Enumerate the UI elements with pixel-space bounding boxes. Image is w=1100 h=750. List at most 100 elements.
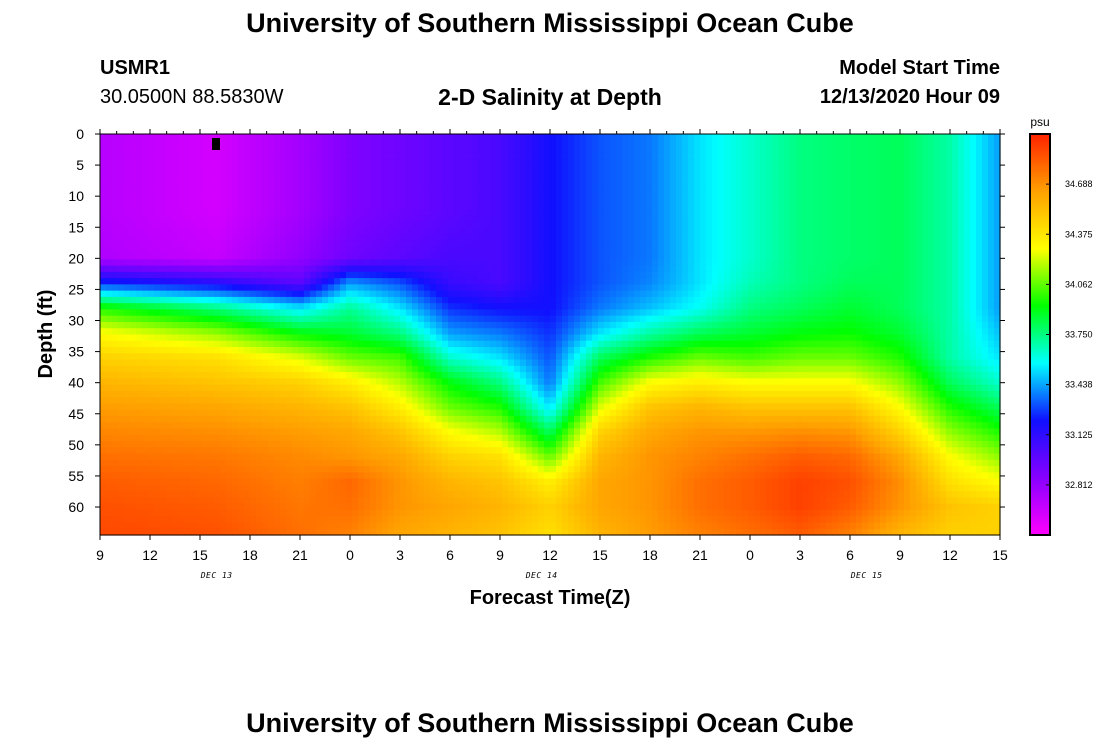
heatmap-cell (328, 453, 335, 461)
heatmap-cell (304, 472, 311, 480)
heatmap-cell (262, 265, 269, 273)
heatmap-cell (202, 284, 209, 292)
heatmap-cell (460, 522, 467, 530)
heatmap-cell (352, 347, 359, 354)
heatmap-cell (538, 221, 545, 229)
heatmap-cell (316, 347, 323, 354)
heatmap-cell (178, 415, 185, 423)
heatmap-cell (280, 415, 287, 423)
heatmap-cell (556, 478, 563, 486)
heatmap-cell (238, 315, 245, 323)
heatmap-cell (520, 378, 527, 386)
heatmap-cell (160, 384, 167, 392)
heatmap-cell (430, 303, 437, 311)
heatmap-cell (172, 378, 179, 386)
heatmap-cell (352, 234, 359, 242)
heatmap-cell (430, 253, 437, 260)
heatmap-cell (532, 340, 539, 348)
heatmap-cell (358, 190, 365, 198)
heatmap-cell (424, 359, 431, 367)
heatmap-cell (406, 184, 413, 191)
heatmap-cell (478, 353, 485, 361)
heatmap-cell (286, 321, 293, 329)
heatmap-cell (178, 328, 185, 336)
heatmap-cell (244, 397, 251, 405)
heatmap-cell (208, 409, 215, 417)
heatmap-cell (358, 165, 365, 173)
heatmap-cell (190, 184, 197, 191)
heatmap-cell (196, 184, 203, 191)
heatmap-cell (238, 159, 245, 166)
heatmap-cell (280, 384, 287, 392)
heatmap-cell (190, 177, 197, 185)
heatmap-cell (490, 347, 497, 354)
heatmap-cell (556, 491, 563, 499)
heatmap-cell (166, 290, 173, 298)
heatmap-cell (256, 503, 263, 511)
heatmap-cell (100, 209, 107, 217)
heatmap-cell (190, 296, 197, 304)
heatmap-cell (520, 309, 527, 317)
heatmap-cell (262, 378, 269, 386)
heatmap-cell (478, 478, 485, 486)
heatmap-cell (328, 403, 335, 411)
heatmap-cell (292, 516, 299, 524)
heatmap-cell (448, 309, 455, 317)
heatmap-cell (316, 140, 323, 148)
heatmap-cell (436, 378, 443, 386)
heatmap-cell (112, 528, 119, 536)
heatmap-cell (412, 422, 419, 430)
heatmap-cell (556, 466, 563, 473)
heatmap-cell (232, 165, 239, 173)
heatmap-cell (148, 165, 155, 173)
heatmap-cell (322, 347, 329, 354)
heatmap-cell (430, 171, 437, 179)
heatmap-cell (166, 397, 173, 405)
heatmap-cell (526, 196, 533, 204)
heatmap-cell (388, 259, 395, 267)
heatmap-cell (412, 328, 419, 336)
heatmap-cell (154, 334, 161, 342)
heatmap-cell (394, 278, 401, 285)
heatmap-cell (370, 441, 377, 448)
heatmap-cell (184, 484, 191, 492)
heatmap-cell (154, 240, 161, 248)
heatmap-cell (124, 290, 131, 298)
heatmap-cell (124, 152, 131, 160)
heatmap-cell (244, 177, 251, 185)
heatmap-cell (274, 315, 281, 323)
heatmap-cell (226, 171, 233, 179)
heatmap-cell (394, 196, 401, 204)
heatmap-cell (196, 177, 203, 185)
heatmap-cell (172, 315, 179, 323)
heatmap-cell (184, 447, 191, 455)
heatmap-cell (466, 415, 473, 423)
heatmap-cell (466, 234, 473, 242)
heatmap-cell (442, 497, 449, 505)
heatmap-cell (274, 509, 281, 517)
heatmap-cell (514, 384, 521, 392)
heatmap-cell (526, 428, 533, 436)
heatmap-cell (262, 384, 269, 392)
heatmap-cell (100, 240, 107, 248)
heatmap-cell (508, 290, 515, 298)
heatmap-cell (106, 378, 113, 386)
heatmap-cell (556, 253, 563, 260)
heatmap-cell (280, 278, 287, 285)
heatmap-cell (244, 202, 251, 210)
heatmap-cell (262, 453, 269, 461)
heatmap-cell (250, 466, 257, 473)
heatmap-cell (310, 190, 317, 198)
heatmap-cell (184, 296, 191, 304)
heatmap-cell (418, 522, 425, 530)
heatmap-cell (184, 196, 191, 204)
heatmap-cell (382, 453, 389, 461)
heatmap-cell (430, 321, 437, 329)
heatmap-cell (430, 340, 437, 348)
heatmap-cell (370, 347, 377, 354)
heatmap-cell (502, 259, 509, 267)
heatmap-cell (562, 359, 569, 367)
heatmap-cell (202, 202, 209, 210)
heatmap-cell (448, 359, 455, 367)
heatmap-cell (502, 415, 509, 423)
